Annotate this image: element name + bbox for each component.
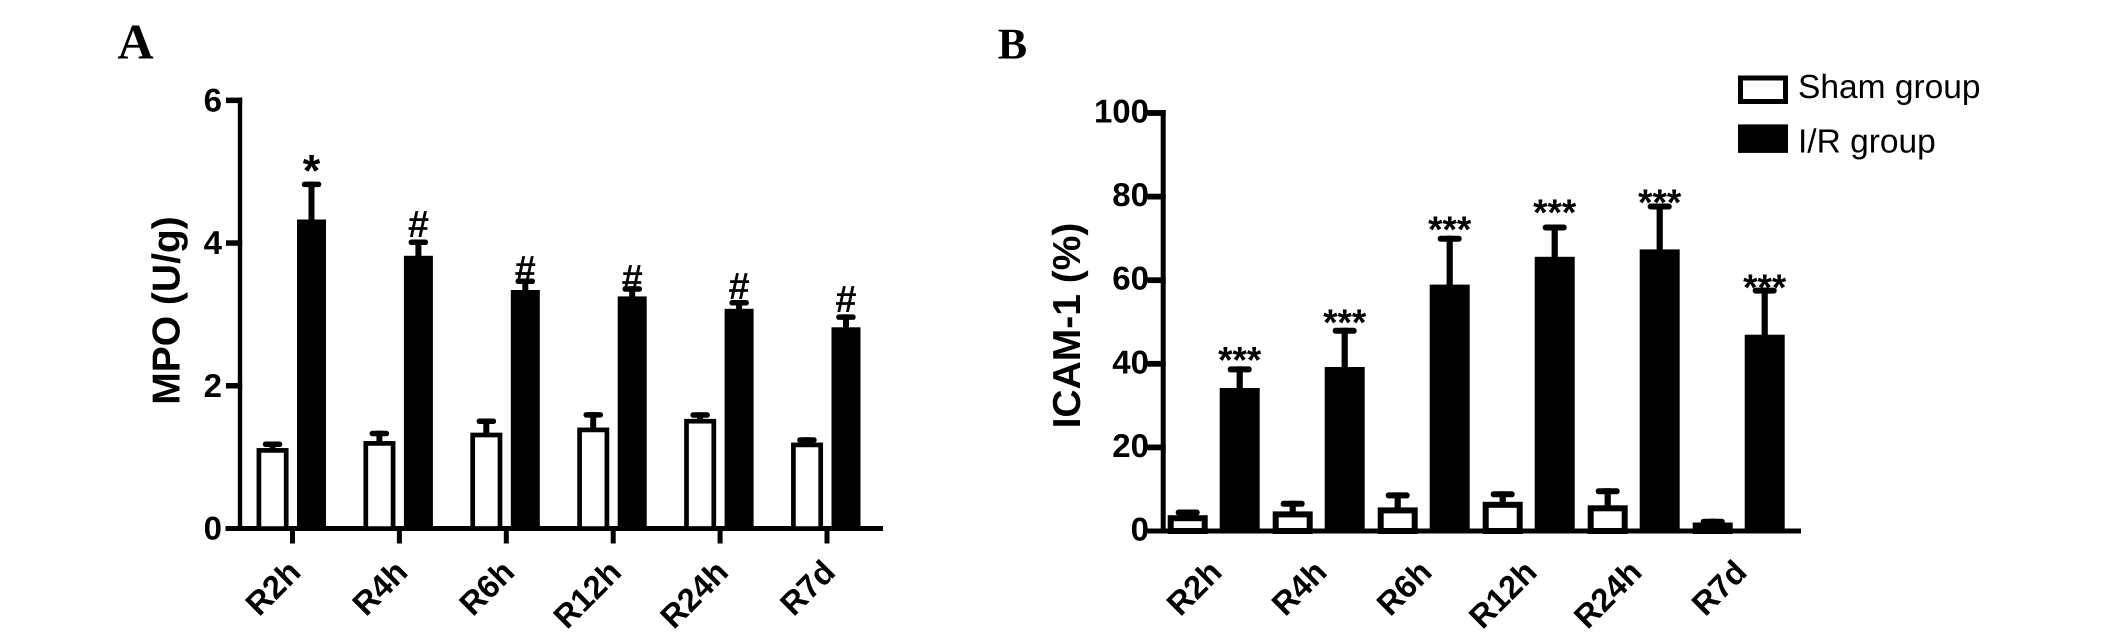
svg-text:60: 60 [1112,260,1149,297]
svg-text:#: # [515,249,536,291]
svg-text:***: *** [1218,340,1262,381]
svg-text:ICAM-1 (%): ICAM-1 (%) [1046,223,1089,429]
svg-text:***: *** [1638,182,1682,223]
svg-text:0: 0 [1131,511,1149,548]
svg-text:80: 80 [1112,176,1149,213]
svg-text:40: 40 [1112,343,1149,380]
svg-text:MPO (U/g): MPO (U/g) [146,216,189,404]
svg-text:#: # [835,279,856,321]
svg-text:#: # [622,258,643,300]
svg-text:#: # [729,266,750,308]
svg-text:6: 6 [204,81,222,118]
svg-text:*: * [303,145,321,196]
svg-text:***: *** [1743,267,1787,308]
svg-text:4: 4 [204,224,223,261]
svg-text:***: *** [1428,209,1472,250]
svg-text:I/R group: I/R group [1798,123,1936,160]
svg-text:***: *** [1533,192,1577,233]
svg-text:A: A [118,13,154,69]
svg-text:#: # [408,204,429,246]
svg-text:0: 0 [204,510,222,547]
svg-text:***: *** [1323,302,1367,343]
svg-text:Sham group: Sham group [1798,69,1981,106]
svg-text:B: B [998,19,1027,68]
svg-text:2: 2 [204,367,222,404]
svg-text:100: 100 [1094,93,1149,130]
svg-text:20: 20 [1112,427,1149,464]
